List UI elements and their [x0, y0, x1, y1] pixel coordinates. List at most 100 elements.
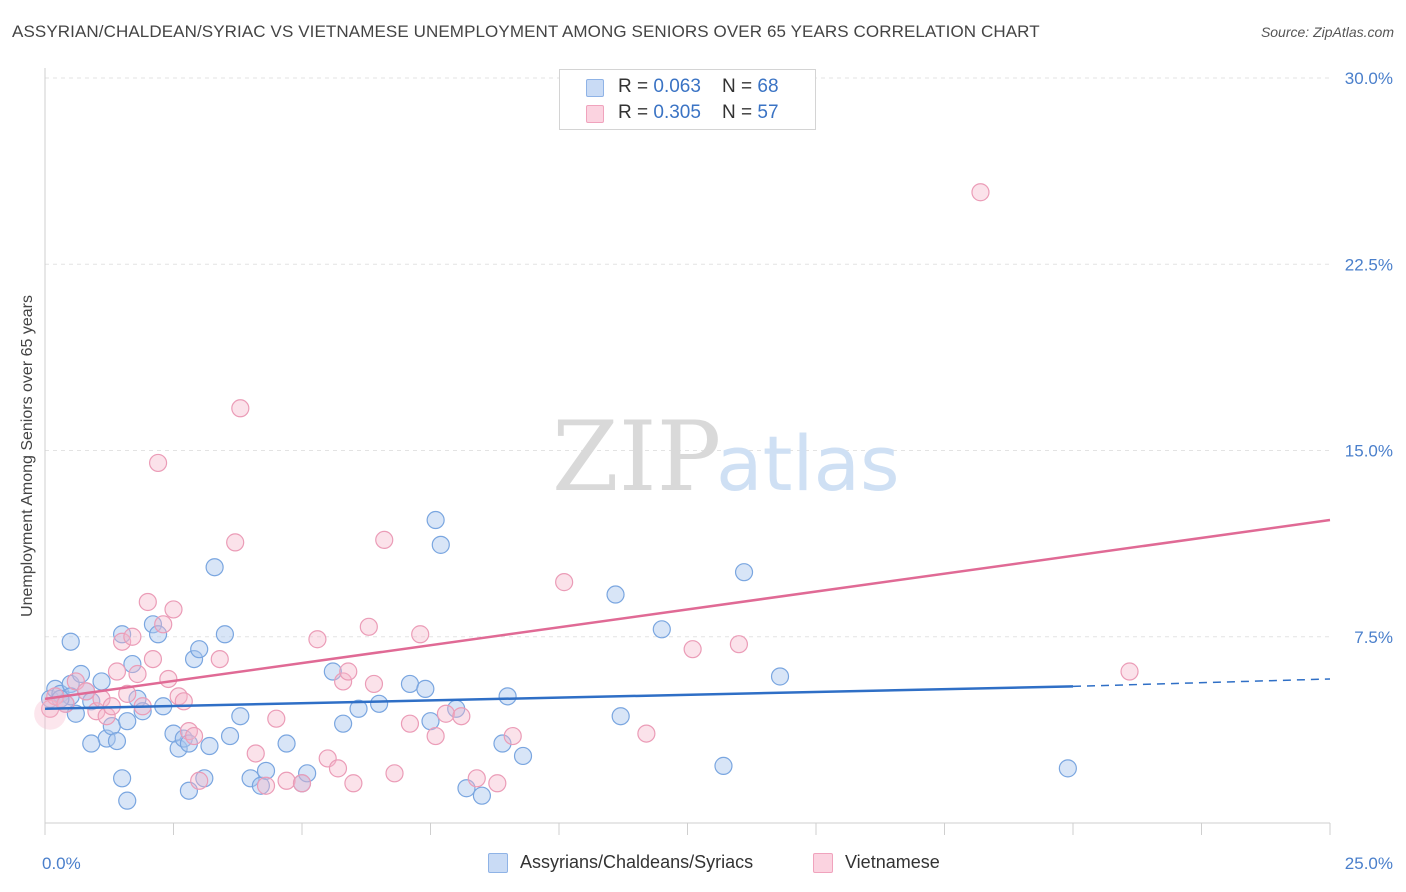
y-tick-label-0: 7.5%: [1354, 628, 1393, 647]
assyrians-point-40: [298, 764, 317, 783]
vietnamese-point-15: [138, 592, 157, 612]
vietnamese-point-24: [184, 726, 204, 746]
assyrians-point-64: [112, 769, 132, 788]
assyrians-point-45: [400, 674, 420, 694]
assyrians-point-28: [184, 649, 204, 669]
assyrians-point-18: [123, 654, 142, 674]
stats-n-label: N =: [722, 76, 758, 97]
assyrians-point-63: [82, 734, 101, 753]
assyrians-point-58: [652, 620, 671, 639]
series-assyrians-points: [41, 510, 1077, 810]
vietnamese-point-47: [436, 704, 456, 723]
vietnamese-point-31: [267, 709, 286, 728]
vietnamese-point-23: [179, 722, 199, 741]
assyrians-point-62: [1058, 759, 1077, 778]
vietnamese-point-52: [555, 573, 574, 592]
source-label: Source: ZipAtlas.com: [1260, 24, 1394, 40]
vietnamese-point-10: [112, 632, 132, 651]
vietnamese-point-49: [467, 769, 486, 788]
vietnamese-point-41: [364, 674, 384, 694]
stats-n-value: 68: [757, 76, 779, 97]
vietnamese-point-38: [339, 662, 358, 681]
y-tick-label-1: 15.0%: [1345, 442, 1393, 461]
assyrians-point-49: [431, 535, 450, 554]
assyrians-point-29: [190, 640, 209, 659]
vietnamese-point-12: [123, 627, 142, 646]
vietnamese-point-48: [452, 707, 471, 726]
assyrians-point-57: [611, 707, 630, 726]
x-tick-label-0: 0.0%: [42, 854, 81, 873]
assyrians-point-15: [107, 731, 127, 751]
vietnamese-point-51: [503, 726, 522, 746]
assyrians-point-44: [370, 694, 389, 713]
assyrians-point-61: [770, 667, 790, 686]
assyrians-point-46: [416, 679, 435, 699]
watermark-atlas: atlas: [716, 419, 900, 508]
legend-swatch-assyrians: [488, 853, 508, 873]
assyrians-point-48: [426, 510, 445, 530]
tick-labels: 7.5% 15.0% 22.5% 30.0% 0.0% 25.0%: [42, 69, 1393, 873]
assyrians-point-11: [61, 632, 80, 651]
legend-swatch-vietnamese: [813, 853, 833, 873]
assyrians-point-56: [606, 585, 625, 604]
vietnamese-point-57: [1120, 662, 1139, 681]
vietnamese-point-39: [344, 774, 363, 793]
stats-r-label: R =: [618, 102, 654, 123]
chart-title: ASSYRIAN/CHALDEAN/SYRIAC VS VIETNAMESE U…: [12, 22, 1040, 41]
assyrians-point-21: [143, 615, 163, 634]
vietnamese-trend-line: [44, 518, 1331, 701]
assyrians-point-25: [169, 739, 188, 758]
vietnamese-point-42: [375, 530, 394, 550]
vietnamese-point-37: [334, 672, 353, 691]
assyrians-trend-extension: [1072, 678, 1331, 688]
stats-n-value: 57: [757, 102, 779, 123]
vietnamese-point-53: [637, 724, 656, 743]
assyrians-point-53: [493, 734, 512, 753]
vietnamese-point-55: [729, 635, 749, 654]
assyrians-point-55: [513, 746, 533, 766]
assyrians-point-34: [231, 707, 250, 726]
assyrians-point-38: [277, 734, 296, 753]
x-tick-label-1: 25.0%: [1345, 854, 1393, 873]
assyrians-trend-line: [44, 685, 1074, 711]
vietnamese-point-18: [154, 615, 173, 634]
trend-lines: [44, 518, 1331, 711]
assyrians-point-35: [241, 769, 260, 788]
assyrians-point-17: [118, 712, 137, 731]
vietnamese-point-22: [174, 692, 193, 711]
assyrians-point-59: [714, 756, 733, 775]
y-tick-label-2: 22.5%: [1345, 255, 1393, 274]
vietnamese-point-13: [128, 664, 147, 684]
assyrians-point-65: [118, 791, 137, 810]
assyrians-point-30: [200, 736, 219, 756]
assyrians-point-54: [498, 687, 517, 706]
vietnamese-point-45: [411, 625, 430, 644]
legend-label-assyrians: Assyrians/Chaldeans/Syriacs: [520, 852, 754, 872]
vietnamese-point-26: [210, 649, 229, 669]
vietnamese-point-54: [683, 640, 702, 659]
vietnamese-cluster-point: [34, 697, 67, 730]
vietnamese-point-50: [488, 774, 507, 793]
vietnamese-point-29: [246, 744, 265, 763]
assyrians-point-31: [215, 625, 234, 644]
assyrians-point-37: [256, 761, 276, 780]
series-vietnamese-points: [34, 183, 1139, 795]
vietnamese-point-16: [143, 649, 163, 669]
assyrians-point-22: [148, 625, 168, 644]
y-tick-label-3: 30.0%: [1345, 69, 1393, 88]
assyrians-point-12: [92, 672, 111, 691]
vietnamese-point-20: [164, 600, 183, 619]
vietnamese-point-17: [148, 453, 168, 473]
vietnamese-point-25: [190, 771, 209, 790]
stats-n-label: N =: [722, 102, 758, 123]
vietnamese-point-27: [226, 533, 245, 552]
vietnamese-point-40: [359, 617, 378, 636]
vietnamese-point-36: [328, 759, 348, 778]
legend: Assyrians/Chaldeans/Syriacs Vietnamese: [0, 851, 1406, 877]
vietnamese-point-43: [385, 764, 404, 783]
vietnamese-point-19: [159, 669, 178, 689]
assyrians-point-33: [220, 726, 240, 746]
assyrians-point-52: [472, 786, 491, 805]
vietnamese-point-56: [971, 183, 990, 202]
